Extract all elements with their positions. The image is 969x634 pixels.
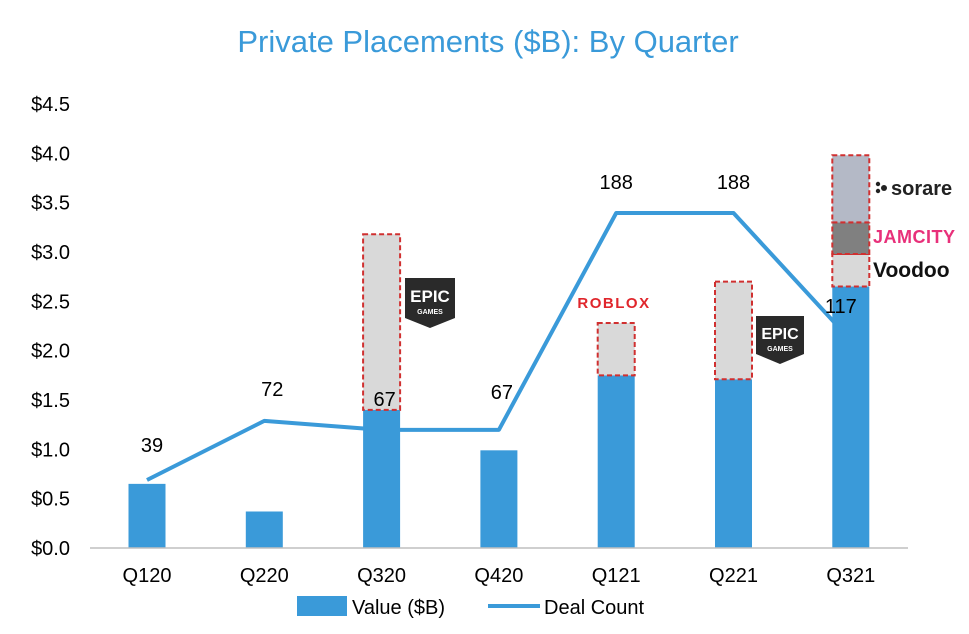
sorare-logo: sorare [875,178,952,200]
legend-label-value: Value ($B) [352,597,445,619]
y-tick-label: $1.5 [31,390,70,412]
data-label: 188 [717,172,750,194]
y-tick-label: $3.5 [31,193,70,215]
y-tick-label: $0.5 [31,489,70,511]
data-label: 72 [261,379,283,401]
data-label: 67 [491,382,513,404]
epic-logo-top-2: EPIC [761,326,799,343]
epic-logo-bottom-2: GAMES [767,346,793,353]
y-tick-label: $2.0 [31,341,70,363]
x-tick-label: Q221 [709,565,758,587]
sorare-logo-text: sorare [891,178,952,200]
x-tick-label: Q121 [592,565,641,587]
legend-label-deal-count: Deal Count [544,597,645,619]
stacked-segments [362,154,871,411]
data-label: 39 [141,435,163,457]
x-tick-label: Q120 [123,565,172,587]
x-tick-label: Q420 [474,565,523,587]
stacked-segment [714,280,753,381]
epic-games-logo: EPIC GAMES [405,278,455,328]
x-tick-label: Q220 [240,565,289,587]
voodoo-logo: Voodoo [873,259,950,282]
epic-logo-top: EPIC [410,287,450,306]
x-tick-label: Q321 [826,565,875,587]
y-axis: $0.0 $0.5 $1.0 $1.5 $2.0 $2.5 $3.0 $3.5 $4.0 $4.5 [31,94,70,560]
data-label: 117 [825,296,857,318]
y-tick-label: $2.5 [31,291,70,313]
data-label: 188 [600,172,633,194]
data-labels: 39 72 67 67 188 188 117 [141,172,857,457]
bar [597,375,635,548]
roblox-logo: ROBLOX [577,295,650,312]
bar [128,483,166,548]
y-tick-label: $0.0 [31,538,70,560]
legend-swatch-value [297,596,347,616]
epic-logo-bottom: GAMES [417,309,443,316]
bar [363,409,401,548]
legend: Value ($B) Deal Count [297,596,645,619]
stacked-segment [362,233,402,411]
stacked-segment [596,322,636,377]
chart-title: Private Placements ($B): By Quarter [237,24,738,59]
stacked-segment [831,252,871,288]
y-tick-label: $3.0 [31,242,70,264]
x-tick-label: Q320 [357,565,406,587]
y-tick-label: $1.0 [31,439,70,461]
bar-series [128,286,870,548]
bar [480,450,518,548]
jamcity-logo: JAMCITY [873,227,956,247]
bar [715,379,752,548]
stacked-segment [831,221,871,255]
x-axis: Q120 Q220 Q320 Q420 Q121 Q221 Q321 [123,565,876,587]
y-tick-label: $4.0 [31,143,70,165]
stacked-segment [831,154,871,224]
epic-games-logo-2: EPIC GAMES [756,316,804,364]
y-tick-label: $4.5 [31,94,70,116]
bar [245,511,283,548]
deal-count-series [146,211,853,482]
bar [832,286,870,548]
data-label: 67 [373,389,395,411]
